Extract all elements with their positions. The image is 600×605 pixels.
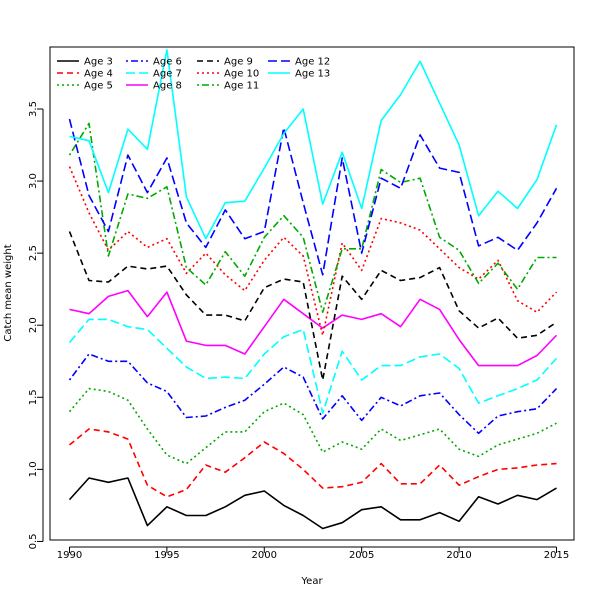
x-tick-label: 2010 (446, 550, 471, 561)
y-tick-label: 2.0 (28, 317, 39, 333)
x-axis-title: Year (300, 576, 323, 587)
series-line-age-5 (68, 387, 557, 465)
legend-label-age-9: Age 9 (224, 57, 253, 68)
series-line-age-8 (69, 289, 558, 367)
y-axis-title: Catch mean weight (3, 244, 14, 341)
series-line-age-9 (68, 231, 557, 381)
y-tick-label: 2.5 (28, 245, 39, 261)
x-tick-label: 2015 (544, 550, 569, 561)
series-line-age-6 (68, 353, 558, 435)
y-tick-label: 1.5 (28, 389, 39, 405)
series-layer (68, 49, 558, 530)
x-axis: 1990 1995 2000 2005 2010 2015 (57, 546, 569, 561)
y-axis: 0.5 1.0 1.5 2.0 2.5 3.0 3.5 (28, 101, 44, 549)
plot-frame (49, 46, 575, 541)
series-line-age-11 (68, 122, 557, 314)
x-tick-label: 1995 (154, 550, 179, 561)
series-line-age-3 (68, 477, 557, 530)
legend-label-age-13: Age 13 (295, 69, 330, 80)
series-line-age-13 (69, 49, 558, 240)
legend-label-age-4: Age 4 (84, 69, 113, 80)
legend-label-age-12: Age 12 (295, 57, 330, 68)
legend-label-age-7: Age 7 (153, 69, 182, 80)
series-line-age-10 (68, 166, 558, 337)
series-line-age-7 (68, 318, 558, 414)
x-tick-label: 1990 (57, 550, 82, 561)
x-tick-label: 2005 (349, 550, 374, 561)
y-tick-label: 3.5 (28, 101, 39, 117)
y-tick-label: 3.0 (28, 173, 39, 189)
legend-label-age-6: Age 6 (153, 57, 182, 68)
x-tick-label: 2000 (252, 550, 277, 561)
series-line-age-4 (68, 428, 557, 498)
legend-label-age-5: Age 5 (84, 81, 113, 92)
legend-label-age-3: Age 3 (84, 57, 113, 68)
series-line-age-12 (68, 118, 558, 276)
legend-label-age-11: Age 11 (224, 81, 259, 92)
legend-label-age-8: Age 8 (153, 81, 182, 92)
y-tick-label: 1.0 (28, 461, 39, 477)
y-tick-label: 0.5 (28, 533, 39, 549)
legend-label-age-10: Age 10 (224, 69, 259, 80)
